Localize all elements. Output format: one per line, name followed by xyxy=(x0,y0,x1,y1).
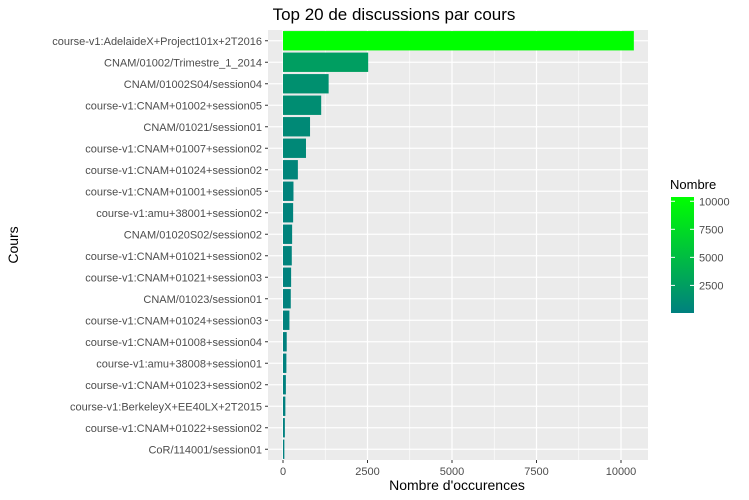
bar xyxy=(283,117,311,137)
legend-label: 10000 xyxy=(699,196,730,208)
y-tick-label: CNAM/01002/Trimestre_1_2014 xyxy=(104,57,262,69)
chart-title: Top 20 de discussions par cours xyxy=(273,5,516,24)
bar xyxy=(283,289,291,309)
x-tick-label: 10000 xyxy=(606,466,637,478)
bar xyxy=(283,332,287,352)
bar xyxy=(283,310,290,330)
y-tick-label: course-v1:CNAM+01021+session02 xyxy=(85,251,262,263)
bar xyxy=(283,439,285,459)
bar xyxy=(283,138,306,158)
bar xyxy=(283,181,294,201)
y-tick-label: course-v1:amu+38001+session02 xyxy=(96,208,262,220)
bar xyxy=(283,246,292,266)
y-tick-label: course-v1:CNAM+01022+session02 xyxy=(85,423,262,435)
legend-label: 5000 xyxy=(699,252,723,264)
x-axis-ticks: 0 2500 5000 7500 10000 xyxy=(280,460,636,478)
bar xyxy=(283,52,369,72)
y-tick-label: course-v1:CNAM+01001+session05 xyxy=(85,186,262,198)
legend-ticks: 10000 7500 5000 2500 xyxy=(671,196,730,292)
plot-panel xyxy=(268,30,648,460)
legend-label: 2500 xyxy=(699,280,723,292)
y-tick-label: course-v1:CNAM+01021+session03 xyxy=(85,272,262,284)
legend: Nombre 10000 7500 5000 2500 xyxy=(670,177,730,313)
y-axis-ticks: course-v1:AdelaideX+Project101x+2T2016 CN… xyxy=(52,36,268,456)
y-tick-label: CNAM/01023/session01 xyxy=(143,294,262,306)
x-tick-label: 5000 xyxy=(440,466,464,478)
y-tick-label: course-v1:CNAM+01008+session04 xyxy=(85,337,262,349)
y-tick-label: CoR/114001/session01 xyxy=(148,444,262,456)
y-tick-label: course-v1:CNAM+01023+session02 xyxy=(85,380,262,392)
y-tick-label: course-v1:amu+38008+session01 xyxy=(96,358,262,370)
x-axis-title: Nombre d'occurences xyxy=(389,477,525,493)
bar xyxy=(283,95,322,115)
bar xyxy=(283,74,329,94)
bar xyxy=(283,267,292,287)
y-tick-label: CNAM/01020S02/session02 xyxy=(124,229,262,241)
bar xyxy=(283,31,634,51)
bar xyxy=(283,224,293,244)
bar xyxy=(283,203,294,223)
x-tick-label: 0 xyxy=(280,466,286,478)
y-tick-label: CNAM/01002S04/session04 xyxy=(124,79,262,91)
y-tick-label: course-v1:CNAM+01007+session02 xyxy=(85,143,262,155)
x-tick-label: 2500 xyxy=(355,466,379,478)
legend-label: 7500 xyxy=(699,224,723,236)
bars xyxy=(283,31,634,459)
bar xyxy=(283,396,286,416)
bar xyxy=(283,418,285,438)
y-axis-title: Cours xyxy=(5,226,21,263)
bar xyxy=(283,353,287,373)
y-tick-label: course-v1:AdelaideX+Project101x+2T2016 xyxy=(52,36,262,48)
y-tick-label: CNAM/01021/session01 xyxy=(143,122,262,134)
x-tick-label: 7500 xyxy=(524,466,548,478)
legend-colorbar xyxy=(671,197,694,313)
bar xyxy=(283,160,298,180)
bar xyxy=(283,375,286,395)
legend-title: Nombre xyxy=(670,177,716,192)
y-tick-label: course-v1:CNAM+01024+session02 xyxy=(85,165,262,177)
y-tick-label: course-v1:BerkeleyX+EE40LX+2T2015 xyxy=(70,401,262,413)
y-tick-label: course-v1:CNAM+01002+session05 xyxy=(85,100,262,112)
y-tick-label: course-v1:CNAM+01024+session03 xyxy=(85,315,262,327)
